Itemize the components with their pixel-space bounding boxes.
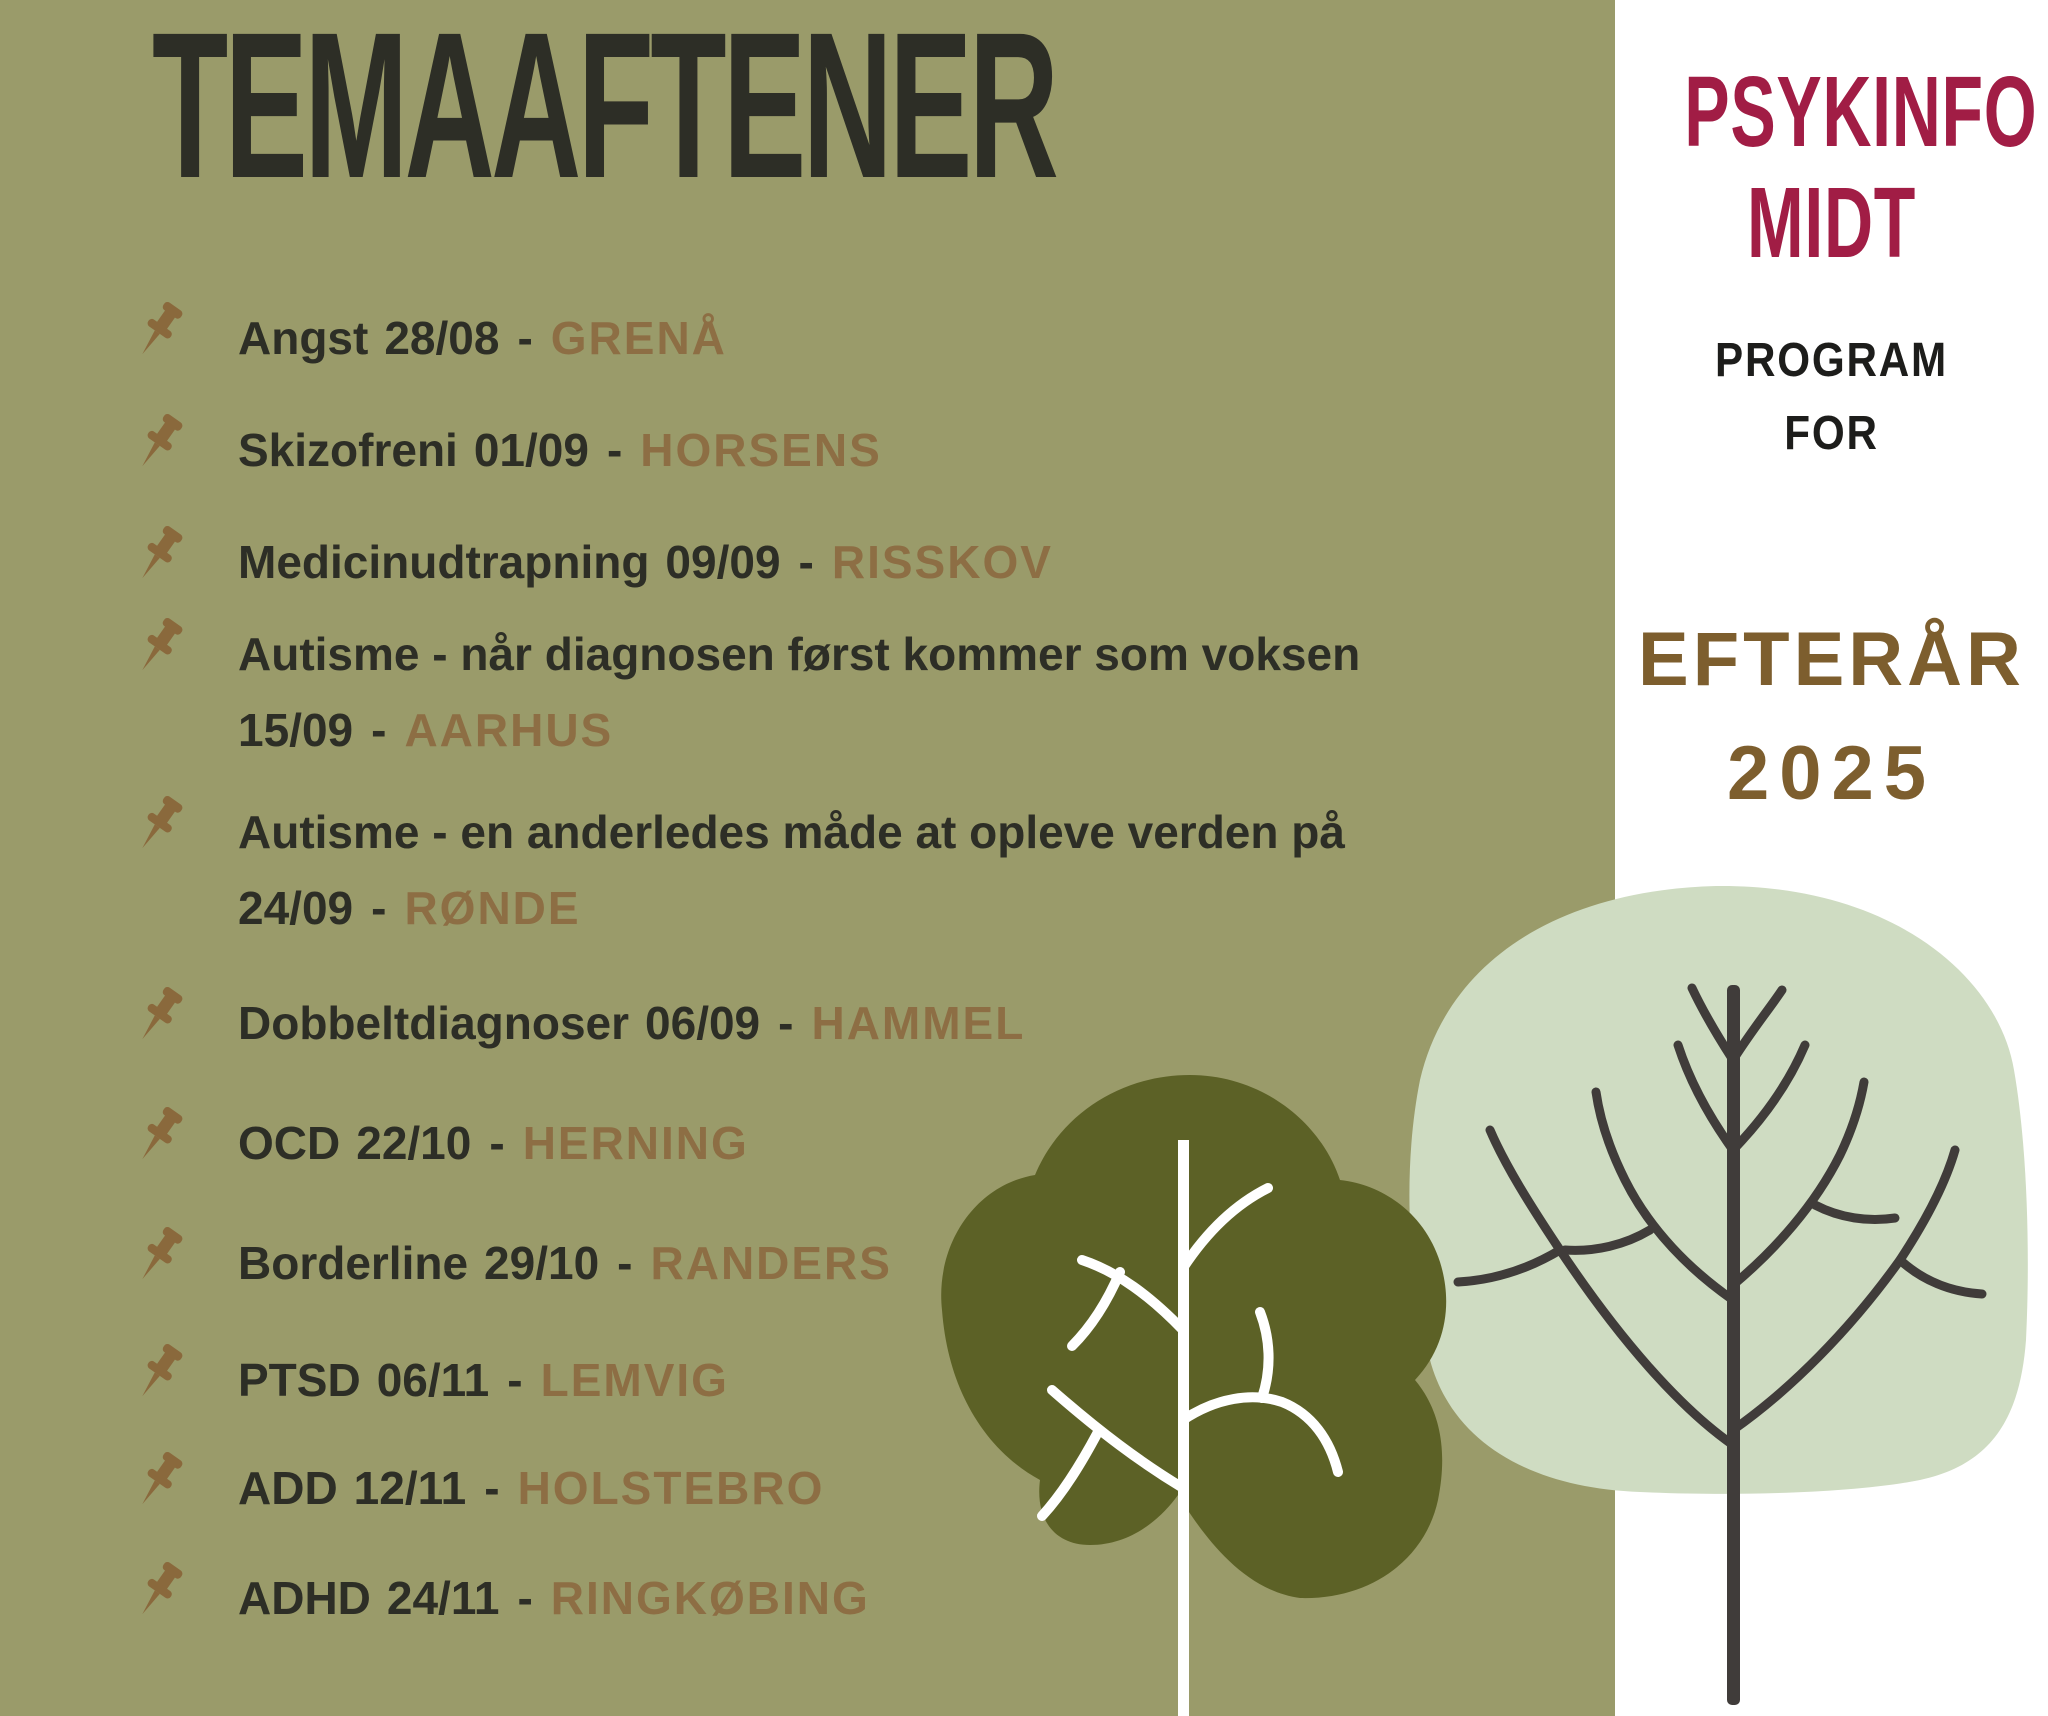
event-separator: - xyxy=(617,1237,633,1289)
event-location: GRENÅ xyxy=(550,312,727,364)
pushpin-icon xyxy=(118,981,194,1057)
event-row: Autisme - når diagnosen først kommer som… xyxy=(118,616,1538,768)
season-label: EFTERÅR xyxy=(1638,617,2025,702)
event-separator: - xyxy=(484,1462,500,1514)
event-topic: PTSD xyxy=(238,1354,361,1406)
event-separator: - xyxy=(606,424,623,476)
pushpin-icon xyxy=(118,790,194,866)
event-location: HORSENS xyxy=(640,424,882,476)
event-date: 09/09 xyxy=(665,536,781,588)
event-row: Medicinudtrapning 09/09- RISSKOV xyxy=(118,524,1538,600)
pushpin-icon xyxy=(118,408,194,484)
event-date: 22/10 xyxy=(356,1117,472,1169)
event-row: Skizofreni 01/09- HORSENS xyxy=(118,412,1538,488)
event-topic: Dobbeltdiagnoser xyxy=(238,997,630,1049)
event-text: ADHD 24/11- RINGKØBING xyxy=(238,1560,1538,1636)
pushpin-icon xyxy=(118,1221,194,1297)
event-row: ADHD 24/11- RINGKØBING xyxy=(118,1560,1538,1636)
season-year: 2025 xyxy=(1726,731,1937,816)
brand-name-line1: PSYKINFO xyxy=(1684,56,2038,168)
event-topic: ADHD xyxy=(238,1572,371,1624)
event-separator: - xyxy=(517,1572,533,1624)
event-separator: - xyxy=(778,997,794,1049)
event-text: Medicinudtrapning 09/09- RISSKOV xyxy=(238,524,1538,600)
event-text: PTSD 06/11- LEMVIG xyxy=(238,1342,1538,1418)
event-topic: Autisme - en anderledes måde at opleve v… xyxy=(238,806,1345,858)
event-date: 01/09 xyxy=(473,424,589,476)
program-label-line2: FOR xyxy=(1784,407,1879,460)
event-separator: - xyxy=(489,1117,505,1169)
event-topic: OCD xyxy=(238,1117,341,1169)
event-topic: Autisme - når diagnosen først kommer som… xyxy=(238,628,1361,680)
event-location: AARHUS xyxy=(404,704,614,756)
event-row: Dobbeltdiagnoser 06/09- HAMMEL xyxy=(118,985,1538,1061)
event-row: PTSD 06/11- LEMVIG xyxy=(118,1342,1538,1418)
pushpin-icon xyxy=(118,1338,194,1414)
event-date: 06/11 xyxy=(376,1354,490,1406)
event-separator: - xyxy=(517,312,533,364)
event-date: 29/10 xyxy=(484,1237,600,1289)
event-text: Angst 28/08- GRENÅ xyxy=(238,300,1538,376)
event-location: RANDERS xyxy=(650,1237,892,1289)
event-text: OCD 22/10- HERNING xyxy=(238,1105,1538,1181)
event-location: HAMMEL xyxy=(811,997,1026,1049)
event-separator: - xyxy=(371,882,387,934)
pushpin-icon xyxy=(118,1446,194,1522)
event-text: Autisme - en anderledes måde at opleve v… xyxy=(238,794,1538,946)
event-location: RISSKOV xyxy=(831,536,1053,588)
event-text: Dobbeltdiagnoser 06/09- HAMMEL xyxy=(238,985,1538,1061)
event-location: HOLSTEBRO xyxy=(517,1462,825,1514)
event-topic: ADD xyxy=(238,1462,338,1514)
event-text: Skizofreni 01/09- HORSENS xyxy=(238,412,1538,488)
brand-name-line2: MIDT xyxy=(1747,167,1916,279)
event-separator: - xyxy=(507,1354,523,1406)
pushpin-icon xyxy=(118,1101,194,1177)
event-text: ADD 12/11- HOLSTEBRO xyxy=(238,1450,1538,1526)
event-row: Borderline 29/10- RANDERS xyxy=(118,1225,1538,1301)
event-topic: Medicinudtrapning xyxy=(238,536,650,588)
event-topic: Skizofreni xyxy=(238,424,458,476)
program-label-line1: PROGRAM xyxy=(1715,334,1948,387)
event-location: RØNDE xyxy=(404,882,581,934)
event-location: RINGKØBING xyxy=(550,1572,870,1624)
event-topic: Borderline xyxy=(238,1237,469,1289)
pushpin-icon xyxy=(118,296,194,372)
event-topic: Angst xyxy=(238,312,369,364)
event-date: 24/11 xyxy=(386,1572,500,1624)
event-location: LEMVIG xyxy=(540,1354,729,1406)
light-tree-illustration xyxy=(1409,885,2028,1705)
event-date: 12/11 xyxy=(353,1462,467,1514)
event-separator: - xyxy=(371,704,387,756)
event-date: 06/09 xyxy=(645,997,761,1049)
event-row: OCD 22/10- HERNING xyxy=(118,1105,1538,1181)
event-row: Autisme - en anderledes måde at opleve v… xyxy=(118,794,1538,946)
pushpin-icon xyxy=(118,612,194,688)
event-row: Angst 28/08- GRENÅ xyxy=(118,300,1538,376)
pushpin-icon xyxy=(118,1556,194,1632)
event-text: Autisme - når diagnosen først kommer som… xyxy=(238,616,1538,768)
event-date: 24/09 xyxy=(238,882,354,934)
page-title: TEMAAFTENER xyxy=(152,0,1059,222)
pushpin-icon xyxy=(118,520,194,596)
event-row: ADD 12/11- HOLSTEBRO xyxy=(118,1450,1538,1526)
event-date: 28/08 xyxy=(384,312,500,364)
event-separator: - xyxy=(798,536,814,588)
event-date: 15/09 xyxy=(238,704,354,756)
event-location: HERNING xyxy=(522,1117,749,1169)
event-text: Borderline 29/10- RANDERS xyxy=(238,1225,1538,1301)
dark-tree-illustration xyxy=(941,1075,1447,1716)
